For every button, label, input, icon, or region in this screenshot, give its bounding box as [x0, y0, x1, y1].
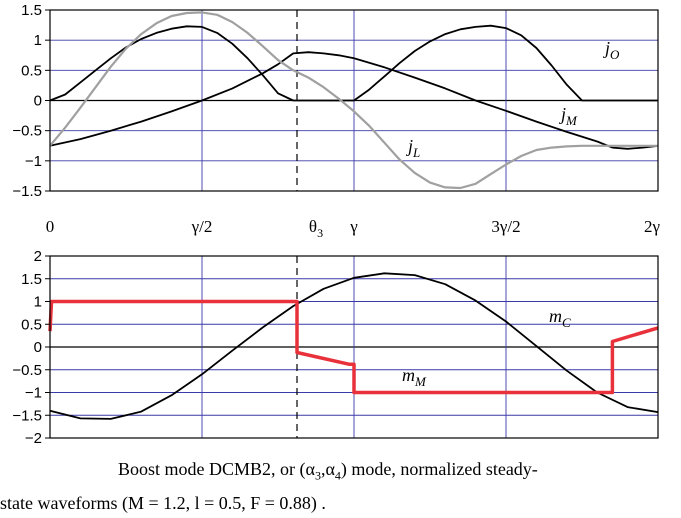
label-jO: jO	[603, 38, 620, 62]
top-ytick-label-0: −1.5	[12, 183, 42, 200]
label-jM: jM	[559, 104, 578, 128]
top-ytick-label-4: 0.5	[21, 62, 42, 79]
top-series-jL	[49, 11, 658, 190]
bottom-ytick-label-4: 0	[34, 339, 42, 356]
caption-line-2: state waveforms (M = 1.2, l = 0.5, F = 0…	[0, 492, 326, 513]
top-ytick-label-3: 0	[34, 93, 42, 110]
top-chart-series-labels: jO jM jL	[406, 38, 620, 160]
caption-line-1: Boost mode DCMB2, or (α3,α4) mode, norma…	[118, 459, 538, 483]
bottom-ytick-label-7: 1.5	[21, 271, 42, 288]
bottom-series-mC	[49, 272, 659, 420]
x-tick-2gamma: 2γ	[644, 217, 661, 236]
bottom-chart-series-labels: mC mM	[402, 306, 571, 389]
top-chart-y-ticks: −1.5 −1 −0.5 0 0.5 1 1.5	[12, 2, 50, 200]
bottom-ytick-label-3: −0.5	[12, 362, 42, 379]
bottom-series-mM	[48, 299, 659, 395]
figure-caption: Boost mode DCMB2, or (α3,α4) mode, norma…	[0, 456, 670, 517]
bottom-chart-y-ticks: −2 −1.5 −1 −0.5 0 0.5 1 1.5 2	[12, 248, 50, 447]
top-series-jO	[49, 24, 658, 102]
bottom-ytick-label-2: −1	[25, 385, 42, 402]
bottom-chart: −2 −1.5 −1 −0.5 0 0.5 1 1.5 2 mC mM	[12, 248, 659, 447]
top-ytick-label-5: 1	[34, 32, 42, 49]
label-jL: jL	[406, 136, 420, 160]
bottom-ytick-label-5: 0.5	[21, 316, 42, 333]
top-ytick-label-2: −0.5	[12, 123, 42, 140]
x-tick-gamma: γ	[349, 217, 358, 236]
label-mM: mM	[402, 365, 427, 389]
x-axis-tick-labels: 0 γ/2 θ3 γ 3γ/2 2γ	[46, 217, 661, 240]
top-ytick-label-1: −1	[25, 153, 42, 170]
bottom-ytick-label-1: −1.5	[12, 407, 42, 424]
top-ytick-label-6: 1.5	[21, 2, 42, 19]
label-mC: mC	[549, 306, 571, 330]
x-tick-gamma-half: γ/2	[191, 217, 213, 236]
bottom-chart-series	[48, 272, 659, 420]
x-tick-0: 0	[46, 217, 55, 236]
bottom-ytick-label-0: −2	[25, 430, 42, 447]
top-series-jM	[49, 51, 659, 150]
top-chart-series	[49, 11, 659, 190]
bottom-ytick-label-8: 2	[34, 248, 42, 265]
x-tick-theta3: θ3	[309, 217, 323, 240]
top-chart: −1.5 −1 −0.5 0 0.5 1 1.5 jO jM jL	[12, 2, 659, 200]
bottom-ytick-label-6: 1	[34, 294, 42, 311]
x-tick-3gamma-half: 3γ/2	[491, 217, 520, 236]
